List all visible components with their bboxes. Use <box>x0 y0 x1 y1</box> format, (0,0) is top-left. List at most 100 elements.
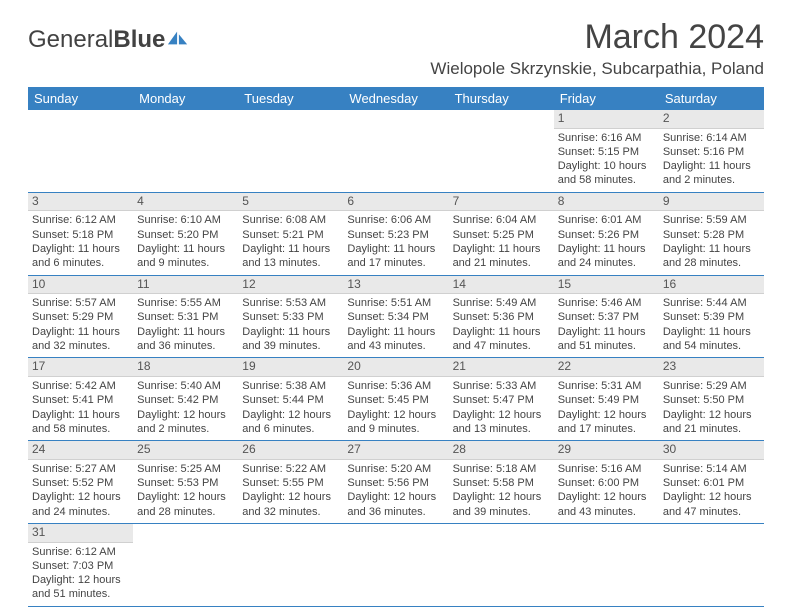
sunset: Sunset: 5:18 PM <box>32 228 129 242</box>
calendar-cell: 1Sunrise: 6:16 AMSunset: 5:15 PMDaylight… <box>554 110 659 192</box>
calendar-cell <box>238 523 343 606</box>
day-header: Tuesday <box>238 87 343 110</box>
sunset: Sunset: 5:55 PM <box>242 476 339 490</box>
calendar-cell: 3Sunrise: 6:12 AMSunset: 5:18 PMDaylight… <box>28 192 133 275</box>
calendar-cell: 22Sunrise: 5:31 AMSunset: 5:49 PMDayligh… <box>554 358 659 441</box>
day-number: 7 <box>449 193 554 212</box>
day-number: 24 <box>28 441 133 460</box>
sunset: Sunset: 5:45 PM <box>347 393 444 407</box>
calendar-cell <box>133 110 238 192</box>
day-number: 17 <box>28 358 133 377</box>
sunset: Sunset: 5:33 PM <box>242 310 339 324</box>
calendar-cell <box>343 523 448 606</box>
day-number: 26 <box>238 441 343 460</box>
daylight: Daylight: 12 hours and 51 minutes. <box>32 573 129 602</box>
day-number: 28 <box>449 441 554 460</box>
sunrise: Sunrise: 5:59 AM <box>663 213 760 227</box>
day-info: Sunrise: 5:40 AMSunset: 5:42 PMDaylight:… <box>133 377 238 440</box>
daylight: Daylight: 12 hours and 17 minutes. <box>558 408 655 437</box>
sunset: Sunset: 5:34 PM <box>347 310 444 324</box>
sunrise: Sunrise: 5:46 AM <box>558 296 655 310</box>
day-number: 27 <box>343 441 448 460</box>
calendar-cell: 25Sunrise: 5:25 AMSunset: 5:53 PMDayligh… <box>133 441 238 524</box>
sunset: Sunset: 5:16 PM <box>663 145 760 159</box>
day-number: 6 <box>343 193 448 212</box>
day-number: 19 <box>238 358 343 377</box>
sunset: Sunset: 5:21 PM <box>242 228 339 242</box>
sunrise: Sunrise: 5:42 AM <box>32 379 129 393</box>
daylight: Daylight: 12 hours and 6 minutes. <box>242 408 339 437</box>
calendar-cell <box>449 110 554 192</box>
calendar-cell: 31Sunrise: 6:12 AMSunset: 7:03 PMDayligh… <box>28 523 133 606</box>
day-header: Friday <box>554 87 659 110</box>
calendar-cell <box>238 110 343 192</box>
calendar-table: SundayMondayTuesdayWednesdayThursdayFrid… <box>28 87 764 607</box>
sunrise: Sunrise: 6:10 AM <box>137 213 234 227</box>
sunrise: Sunrise: 5:33 AM <box>453 379 550 393</box>
calendar-cell: 29Sunrise: 5:16 AMSunset: 6:00 PMDayligh… <box>554 441 659 524</box>
day-header: Thursday <box>449 87 554 110</box>
day-number: 8 <box>554 193 659 212</box>
sail-icon <box>167 29 189 47</box>
header: GeneralBlue March 2024 Wielopole Skrzyns… <box>28 18 764 79</box>
sunrise: Sunrise: 5:38 AM <box>242 379 339 393</box>
logo-text: GeneralBlue <box>28 26 165 54</box>
daylight: Daylight: 11 hours and 43 minutes. <box>347 325 444 354</box>
calendar-cell: 13Sunrise: 5:51 AMSunset: 5:34 PMDayligh… <box>343 275 448 358</box>
daylight: Daylight: 12 hours and 9 minutes. <box>347 408 444 437</box>
calendar-cell: 27Sunrise: 5:20 AMSunset: 5:56 PMDayligh… <box>343 441 448 524</box>
daylight: Daylight: 12 hours and 36 minutes. <box>347 490 444 519</box>
day-info: Sunrise: 5:44 AMSunset: 5:39 PMDaylight:… <box>659 294 764 357</box>
sunset: Sunset: 5:28 PM <box>663 228 760 242</box>
daylight: Daylight: 12 hours and 47 minutes. <box>663 490 760 519</box>
daylight: Daylight: 11 hours and 51 minutes. <box>558 325 655 354</box>
day-number: 13 <box>343 276 448 295</box>
daylight: Daylight: 12 hours and 13 minutes. <box>453 408 550 437</box>
day-header: Monday <box>133 87 238 110</box>
sunrise: Sunrise: 5:25 AM <box>137 462 234 476</box>
daylight: Daylight: 12 hours and 28 minutes. <box>137 490 234 519</box>
day-header: Saturday <box>659 87 764 110</box>
sunrise: Sunrise: 6:12 AM <box>32 545 129 559</box>
sunrise: Sunrise: 5:27 AM <box>32 462 129 476</box>
day-number: 15 <box>554 276 659 295</box>
sunset: Sunset: 6:01 PM <box>663 476 760 490</box>
day-number: 11 <box>133 276 238 295</box>
day-number: 31 <box>28 524 133 543</box>
day-info: Sunrise: 5:22 AMSunset: 5:55 PMDaylight:… <box>238 460 343 523</box>
daylight: Daylight: 11 hours and 2 minutes. <box>663 159 760 188</box>
day-number: 25 <box>133 441 238 460</box>
sunrise: Sunrise: 6:01 AM <box>558 213 655 227</box>
day-info: Sunrise: 5:55 AMSunset: 5:31 PMDaylight:… <box>133 294 238 357</box>
day-number: 29 <box>554 441 659 460</box>
calendar-cell: 14Sunrise: 5:49 AMSunset: 5:36 PMDayligh… <box>449 275 554 358</box>
day-info: Sunrise: 5:53 AMSunset: 5:33 PMDaylight:… <box>238 294 343 357</box>
calendar-body: 1Sunrise: 6:16 AMSunset: 5:15 PMDaylight… <box>28 110 764 606</box>
calendar-cell: 8Sunrise: 6:01 AMSunset: 5:26 PMDaylight… <box>554 192 659 275</box>
sunrise: Sunrise: 5:57 AM <box>32 296 129 310</box>
daylight: Daylight: 11 hours and 13 minutes. <box>242 242 339 271</box>
calendar-cell <box>449 523 554 606</box>
day-info: Sunrise: 5:36 AMSunset: 5:45 PMDaylight:… <box>343 377 448 440</box>
day-info: Sunrise: 6:08 AMSunset: 5:21 PMDaylight:… <box>238 211 343 274</box>
day-number: 3 <box>28 193 133 212</box>
sunrise: Sunrise: 5:53 AM <box>242 296 339 310</box>
day-number: 30 <box>659 441 764 460</box>
day-info: Sunrise: 5:49 AMSunset: 5:36 PMDaylight:… <box>449 294 554 357</box>
day-number: 22 <box>554 358 659 377</box>
day-info: Sunrise: 5:31 AMSunset: 5:49 PMDaylight:… <box>554 377 659 440</box>
sunrise: Sunrise: 5:14 AM <box>663 462 760 476</box>
day-info: Sunrise: 5:20 AMSunset: 5:56 PMDaylight:… <box>343 460 448 523</box>
sunrise: Sunrise: 5:16 AM <box>558 462 655 476</box>
day-number: 1 <box>554 110 659 129</box>
daylight: Daylight: 11 hours and 47 minutes. <box>453 325 550 354</box>
day-header: Sunday <box>28 87 133 110</box>
calendar-cell: 18Sunrise: 5:40 AMSunset: 5:42 PMDayligh… <box>133 358 238 441</box>
sunset: Sunset: 5:41 PM <box>32 393 129 407</box>
sunrise: Sunrise: 5:44 AM <box>663 296 760 310</box>
sunrise: Sunrise: 5:40 AM <box>137 379 234 393</box>
daylight: Daylight: 11 hours and 6 minutes. <box>32 242 129 271</box>
calendar-cell: 12Sunrise: 5:53 AMSunset: 5:33 PMDayligh… <box>238 275 343 358</box>
calendar-cell: 6Sunrise: 6:06 AMSunset: 5:23 PMDaylight… <box>343 192 448 275</box>
calendar-cell: 21Sunrise: 5:33 AMSunset: 5:47 PMDayligh… <box>449 358 554 441</box>
